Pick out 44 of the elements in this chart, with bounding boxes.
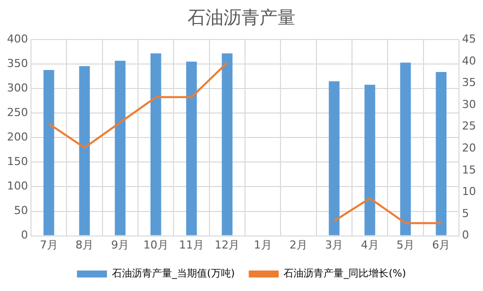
bar (186, 62, 197, 236)
y-tick-label: 50 (14, 204, 28, 218)
y-tick-label: 200 (6, 130, 28, 144)
bar (79, 66, 90, 236)
y2-tick-label: 10 (462, 185, 476, 198)
x-tick-label: 3月 (325, 238, 344, 252)
x-tick-label: 4月 (360, 238, 379, 252)
bar (150, 53, 162, 236)
legend-label: 石油沥青产量_同比增长(%) (284, 268, 406, 280)
bar (436, 72, 447, 236)
x-tick-label: 8月 (75, 238, 94, 252)
y2-tick-label: 30 (462, 98, 476, 111)
x-tick-label: 12月 (214, 238, 240, 252)
legend-label: 石油沥青产量_当期值(万吨) (112, 268, 235, 280)
y2-tick-label: 15 (462, 163, 476, 176)
bar (114, 60, 126, 236)
y2-tick-label: 45 (462, 32, 476, 46)
y2-tick-label: 35 (462, 76, 476, 90)
x-tick-label: 5月 (396, 238, 414, 252)
y2-tick-label: 5 (462, 206, 470, 220)
y2-tick-label: 40 (462, 54, 476, 68)
bar (43, 70, 54, 236)
y-tick-label: 0 (20, 228, 28, 242)
bar (328, 81, 340, 236)
y-tick-label: 300 (6, 82, 28, 95)
y2-tick-label: 25 (462, 120, 476, 133)
x-tick-label: 6月 (432, 238, 450, 252)
y-tick-label: 400 (6, 32, 28, 46)
y-tick-label: 150 (6, 155, 28, 168)
x-tick-label: 9月 (111, 238, 130, 252)
y2-tick-label: 0 (462, 228, 470, 242)
chart-title: 石油沥青产量 (188, 7, 296, 28)
x-tick-label: 11月 (179, 238, 204, 252)
bar (222, 53, 233, 236)
x-tick-label: 7月 (40, 238, 58, 252)
x-tick-label: 10月 (143, 238, 168, 252)
y2-tick-label: 20 (462, 141, 476, 154)
y-tick-label: 350 (6, 56, 28, 70)
y-tick-label: 100 (6, 180, 28, 193)
bar (400, 62, 411, 236)
bar (364, 84, 376, 236)
x-tick-label: 1月 (254, 238, 272, 252)
y-tick-label: 250 (6, 106, 28, 120)
x-tick-label: 2月 (290, 238, 308, 252)
